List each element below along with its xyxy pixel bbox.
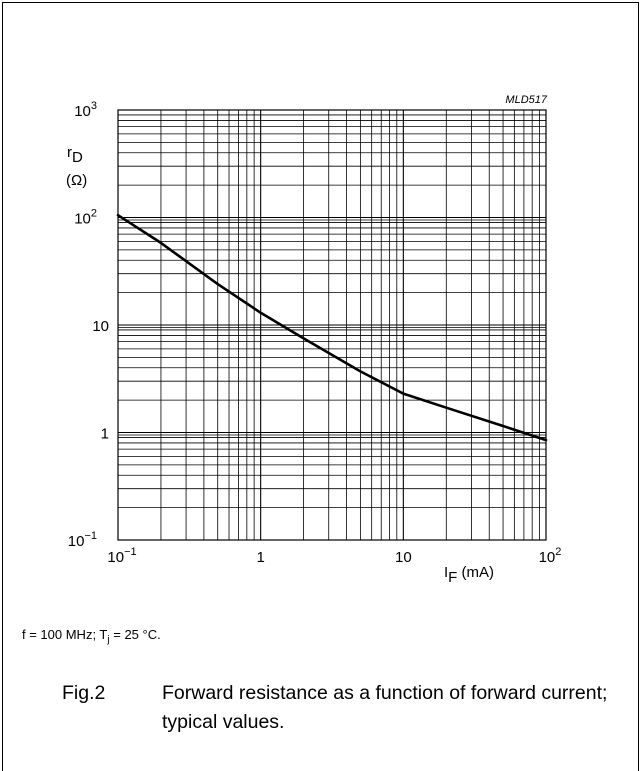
chart-axes	[117, 109, 547, 541]
y-axis-label-sub: D	[72, 149, 83, 166]
y-axis-label-symbol: r	[67, 144, 72, 161]
y-tick-label: 102	[74, 208, 97, 228]
x-tick-label: 102	[539, 546, 562, 566]
x-tick-label: 10−1	[107, 546, 136, 566]
x-tick-label: 10	[395, 549, 412, 566]
chart-code: MLD517	[505, 94, 547, 106]
conditions-suffix: = 25 °C.	[109, 627, 161, 642]
conditions-sub: j	[107, 634, 110, 646]
y-tick-label: 103	[74, 100, 97, 120]
y-axis-label: rD	[67, 144, 83, 166]
x-axis-label: IF (mA)	[444, 564, 494, 586]
x-axis-label-sub: F	[448, 569, 457, 586]
x-axis-label-unit: (mA)	[457, 564, 494, 581]
chart-grid	[118, 110, 546, 540]
chart: 10−1 1 10 102 103 10−1 1 10 102 MLD517 rD (Ω) IF…	[66, 94, 562, 586]
x-tick-label: 1	[256, 549, 264, 566]
tick-labels: 10−1 1 10 102 103 10−1 1 10 102	[68, 100, 562, 566]
figure-number: Fig.2	[62, 682, 106, 704]
figure-caption-text: Forward resistance as a function of forw…	[162, 682, 608, 733]
y-axis-unit: (Ω)	[66, 172, 87, 189]
measurement-conditions: f = 100 MHz; Tj = 25 °C.	[22, 627, 161, 646]
conditions-prefix: f = 100 MHz; T	[22, 627, 108, 642]
plot-area-border	[117, 109, 547, 541]
y-tick-label: 10	[92, 318, 109, 335]
chart-series	[116, 213, 548, 442]
series-line	[116, 213, 548, 442]
x-axis-label-symbol: I	[444, 564, 448, 581]
y-tick-label: 1	[101, 426, 109, 443]
y-tick-label: 10−1	[68, 530, 97, 550]
